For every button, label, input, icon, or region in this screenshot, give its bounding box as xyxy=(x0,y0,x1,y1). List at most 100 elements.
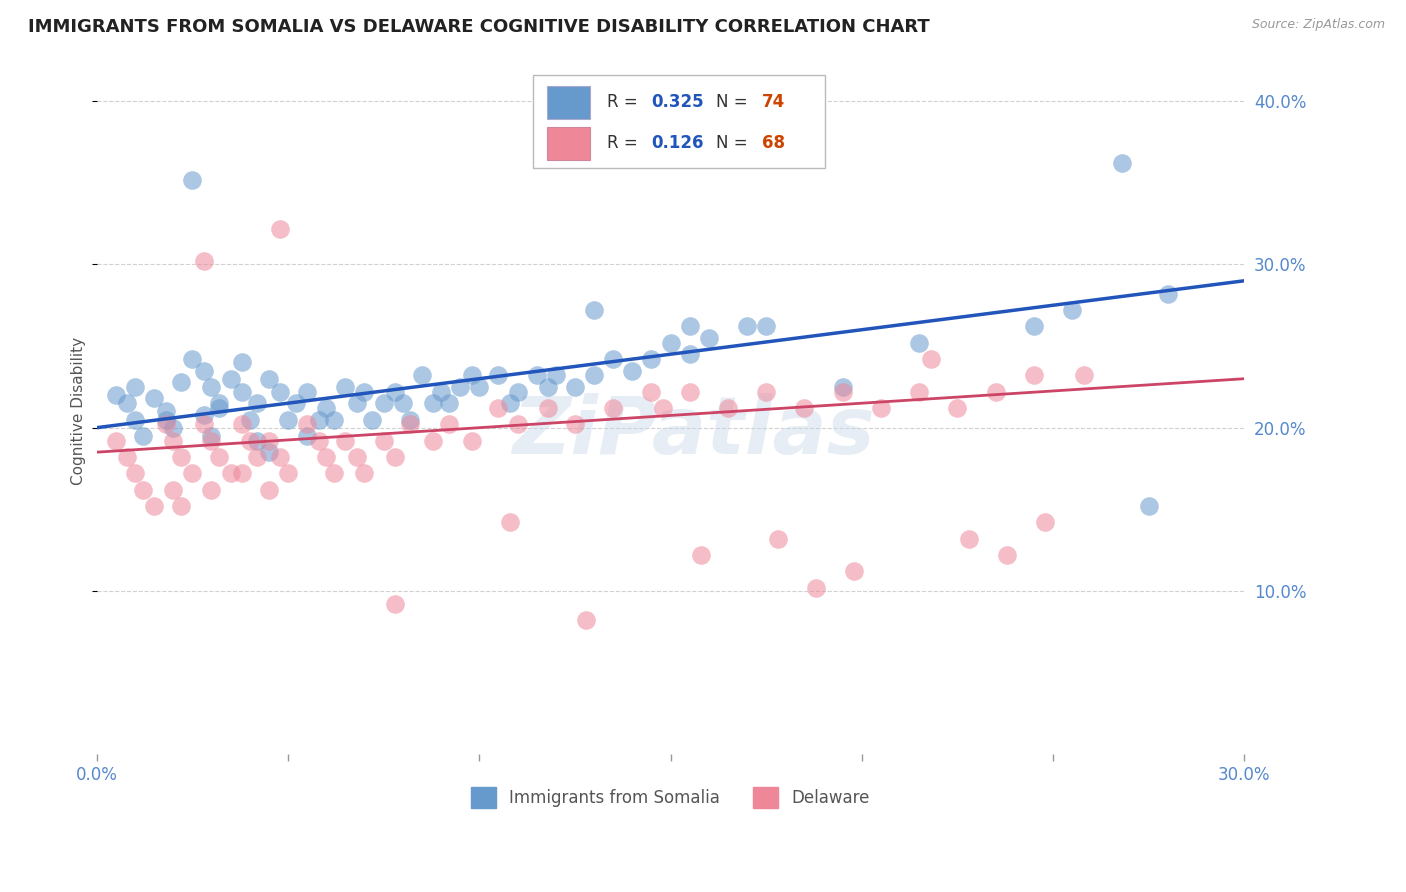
FancyBboxPatch shape xyxy=(547,86,591,119)
Point xyxy=(295,384,318,399)
Text: Source: ZipAtlas.com: Source: ZipAtlas.com xyxy=(1251,18,1385,31)
Point xyxy=(124,380,146,394)
Point xyxy=(117,450,139,464)
Point xyxy=(1022,368,1045,383)
Point xyxy=(946,401,969,416)
Point xyxy=(920,352,942,367)
Point xyxy=(544,368,567,383)
Point xyxy=(231,467,253,481)
Point xyxy=(755,319,778,334)
Text: R =: R = xyxy=(607,135,644,153)
Point xyxy=(193,408,215,422)
Text: R =: R = xyxy=(607,93,644,112)
Point xyxy=(537,401,560,416)
Point xyxy=(697,331,720,345)
Point xyxy=(468,380,491,394)
Text: N =: N = xyxy=(717,135,754,153)
FancyBboxPatch shape xyxy=(533,76,825,168)
Point xyxy=(651,401,673,416)
Point xyxy=(384,597,406,611)
Point xyxy=(315,450,337,464)
Point xyxy=(717,401,740,416)
Point xyxy=(208,450,231,464)
Point xyxy=(295,429,318,443)
Point xyxy=(353,467,375,481)
Point xyxy=(486,401,509,416)
Point xyxy=(308,434,330,448)
Point xyxy=(257,483,280,497)
Point xyxy=(575,613,598,627)
Point xyxy=(908,335,931,350)
Point xyxy=(200,380,222,394)
Point xyxy=(1111,156,1133,170)
Point xyxy=(908,384,931,399)
Point xyxy=(353,384,375,399)
Point xyxy=(361,412,384,426)
Point xyxy=(246,396,269,410)
Point xyxy=(322,467,344,481)
Text: 74: 74 xyxy=(762,93,786,112)
Point xyxy=(335,380,357,394)
Point xyxy=(200,434,222,448)
Point xyxy=(269,450,291,464)
Point xyxy=(659,335,682,350)
Point xyxy=(231,417,253,432)
Point xyxy=(399,412,422,426)
Point xyxy=(422,434,444,448)
Point xyxy=(679,384,702,399)
Point xyxy=(460,368,482,383)
Point xyxy=(257,372,280,386)
Point xyxy=(399,417,422,432)
Point xyxy=(193,417,215,432)
Point xyxy=(1073,368,1095,383)
Text: 0.126: 0.126 xyxy=(651,135,703,153)
Point xyxy=(162,483,184,497)
Y-axis label: Cognitive Disability: Cognitive Disability xyxy=(72,337,86,485)
Point xyxy=(193,254,215,268)
Point xyxy=(384,450,406,464)
Point xyxy=(269,221,291,235)
Point xyxy=(460,434,482,448)
Point xyxy=(231,355,253,369)
Point xyxy=(269,384,291,399)
Point xyxy=(526,368,548,383)
Point xyxy=(246,434,269,448)
Point xyxy=(640,352,662,367)
Point xyxy=(735,319,758,334)
Text: ZiPatlas: ZiPatlas xyxy=(512,393,875,471)
Point xyxy=(181,467,204,481)
Point xyxy=(1062,303,1084,318)
Point xyxy=(602,401,624,416)
Point xyxy=(170,499,193,513)
Point xyxy=(155,404,177,418)
Point xyxy=(322,412,344,426)
Point xyxy=(239,434,262,448)
Point xyxy=(181,172,204,186)
Point xyxy=(437,396,460,410)
Point xyxy=(131,483,153,497)
Point xyxy=(831,384,853,399)
Point xyxy=(437,417,460,432)
Point xyxy=(870,401,893,416)
Point xyxy=(155,417,177,432)
Point xyxy=(208,401,231,416)
Point xyxy=(181,352,204,367)
Point xyxy=(124,467,146,481)
Point xyxy=(690,548,713,562)
Point xyxy=(295,417,318,432)
Point xyxy=(193,363,215,377)
Point xyxy=(257,445,280,459)
Point xyxy=(373,396,395,410)
Point xyxy=(411,368,433,383)
Legend: Immigrants from Somalia, Delaware: Immigrants from Somalia, Delaware xyxy=(464,780,877,814)
Point xyxy=(804,581,827,595)
Point xyxy=(239,412,262,426)
FancyBboxPatch shape xyxy=(547,127,591,160)
Point xyxy=(506,417,529,432)
Point xyxy=(231,384,253,399)
Point xyxy=(1022,319,1045,334)
Point xyxy=(844,565,866,579)
Point xyxy=(430,384,453,399)
Point xyxy=(449,380,471,394)
Point xyxy=(277,412,299,426)
